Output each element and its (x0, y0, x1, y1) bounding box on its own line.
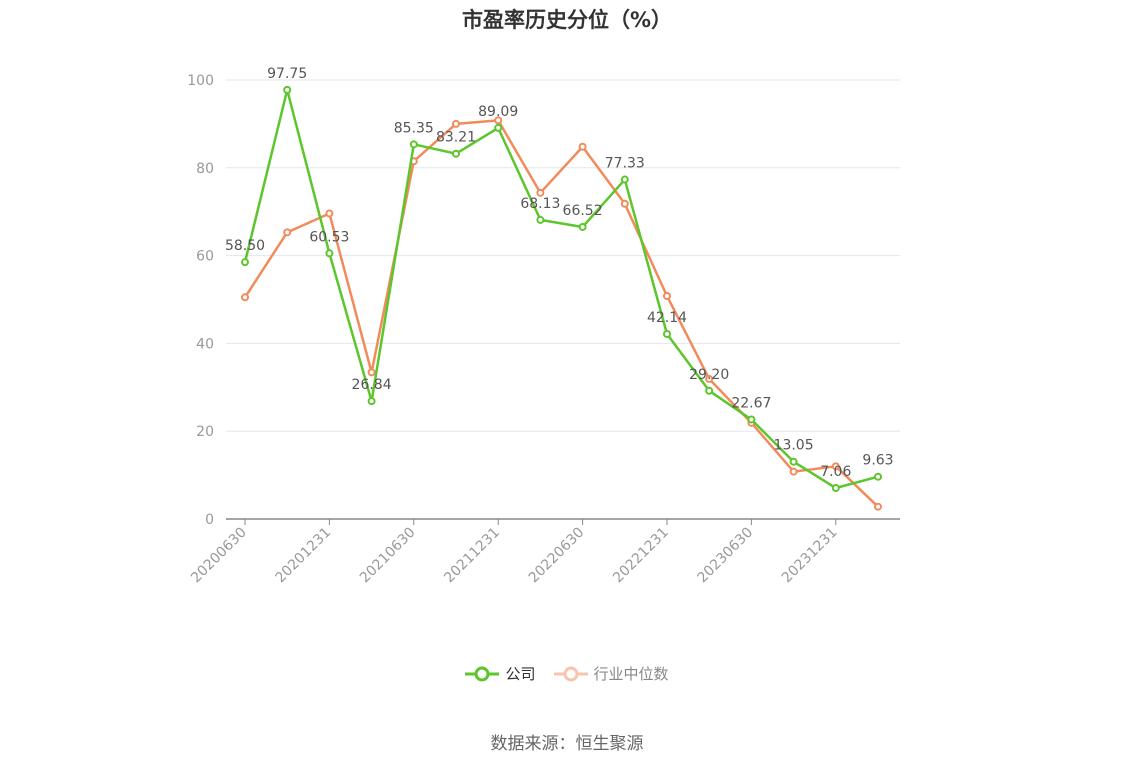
x-tick-label: 20210630 (357, 525, 419, 587)
data-label: 97.75 (267, 66, 307, 82)
data-label: 58.50 (225, 238, 265, 254)
data-point-company (494, 123, 503, 132)
data-label: 77.33 (605, 156, 645, 172)
data-label: 83.21 (436, 130, 476, 146)
data-point-company (874, 472, 882, 481)
y-tick-label: 100 (187, 73, 214, 89)
x-tick-label: 20211231 (441, 525, 503, 587)
data-label: 9.63 (862, 453, 893, 469)
data-point-industry (494, 116, 503, 125)
y-tick-label: 20 (196, 424, 214, 440)
data-point-industry (789, 467, 798, 476)
x-tick-label: 20220630 (526, 525, 588, 587)
y-tick-label: 40 (196, 336, 214, 352)
data-point-company (705, 386, 714, 395)
chart-title: 市盈率历史分位（%） (461, 8, 673, 32)
data-label: 22.67 (731, 395, 771, 411)
data-point-company (789, 457, 798, 466)
data-label: 66.52 (563, 203, 603, 219)
y-tick-label: 0 (205, 512, 214, 528)
data-point-industry (874, 502, 882, 511)
legend-industry-label: 行业中位数 (593, 665, 669, 683)
data-point-industry (283, 228, 292, 237)
data-point-industry (536, 188, 545, 197)
data-point-industry (578, 142, 587, 151)
legend-item-company[interactable]: 公司 (465, 663, 536, 684)
data-point-industry (325, 209, 334, 218)
data-point-company (536, 215, 545, 224)
data-point-industry (705, 374, 714, 383)
data-point-company (620, 175, 629, 184)
data-point-company (409, 140, 418, 149)
series-line-company (243, 88, 879, 490)
data-label: 26.84 (352, 377, 392, 393)
data-point-industry (620, 199, 629, 208)
series-line-industry (243, 119, 879, 508)
data-point-industry (831, 462, 840, 471)
data-point-company (831, 484, 840, 493)
data-label: 60.53 (309, 229, 349, 245)
data-point-industry (663, 291, 671, 300)
data-point-company (241, 258, 249, 267)
legend-industry-line-icon (553, 666, 588, 681)
x-tick-label: 20200630 (188, 525, 250, 587)
data-point-industry (367, 368, 376, 377)
data-label: 68.13 (520, 196, 560, 212)
data-label: 42.14 (647, 310, 687, 326)
data-label: 29.20 (689, 367, 729, 383)
data-label: 85.35 (394, 120, 434, 136)
x-tick-label: 20201231 (273, 525, 335, 587)
data-point-company (325, 249, 334, 258)
legend-company-label: 公司 (505, 665, 536, 683)
y-tick-label: 80 (196, 161, 214, 177)
x-tick-label: 20230630 (695, 525, 757, 587)
data-point-company (747, 415, 756, 424)
legend: 公司 行业中位数 (0, 663, 1134, 684)
x-tick-label: 20231231 (779, 525, 841, 587)
data-point-company (367, 397, 376, 406)
legend-company-line-icon (465, 666, 500, 681)
x-tick-label: 20221231 (610, 525, 672, 587)
source-note: 数据来源：恒生聚源 (490, 734, 644, 754)
data-label: 89.09 (478, 104, 518, 120)
data-point-company (452, 149, 460, 158)
data-point-company (283, 85, 292, 94)
data-point-company (578, 222, 587, 231)
data-point-industry (452, 119, 460, 128)
data-point-company (663, 330, 671, 339)
series-layer (241, 85, 882, 511)
y-tick-label: 60 (196, 249, 214, 265)
axis-layer: 0 20 40 60 80 100 20200630 20201231 20210630 2021… (187, 73, 900, 586)
data-label: 7.06 (820, 464, 851, 480)
legend-item-industry[interactable]: 行业中位数 (553, 663, 669, 684)
data-point-industry (241, 293, 249, 302)
data-label: 13.05 (774, 438, 814, 454)
